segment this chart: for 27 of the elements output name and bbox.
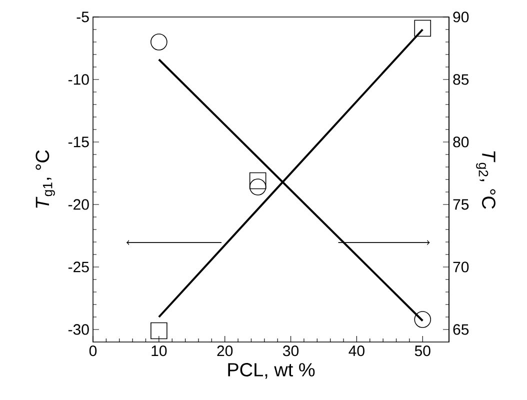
y2-axis-title: T$_{g2}$, °C: [476, 151, 496, 209]
point: [150, 34, 168, 50]
y-tick-label: -30: [68, 324, 89, 335]
x-tick-label: 0: [89, 346, 97, 356]
point: [249, 172, 266, 190]
y-tick-label: -15: [68, 136, 89, 148]
y-tick-label: -25: [68, 262, 89, 272]
point: [150, 322, 168, 340]
y2-tick-label: 90: [453, 12, 469, 22]
y2-tick-label: 75: [453, 199, 469, 210]
y-axis-title: T$_{g1}$, °C: [36, 150, 55, 208]
x-tick-label: 30: [283, 346, 299, 356]
x-axis-title: PCL, wt %: [228, 363, 315, 379]
y2-tick-label: 80: [453, 136, 469, 148]
x-tick-label: 40: [348, 346, 364, 356]
point: [414, 311, 432, 328]
y2-tick-label: 70: [453, 262, 469, 272]
y2-tick-label: 85: [453, 74, 469, 85]
y-tick-label: -20: [68, 199, 89, 210]
x-tick-label: 10: [152, 346, 167, 356]
y2-tick-label: 65: [453, 324, 469, 335]
y-tick-label: -5: [76, 12, 89, 22]
y-tick-label: -10: [68, 74, 89, 85]
x-tick-label: 50: [414, 346, 430, 356]
point: [249, 178, 266, 196]
point: [414, 20, 432, 37]
x-tick-label: 20: [217, 346, 233, 356]
